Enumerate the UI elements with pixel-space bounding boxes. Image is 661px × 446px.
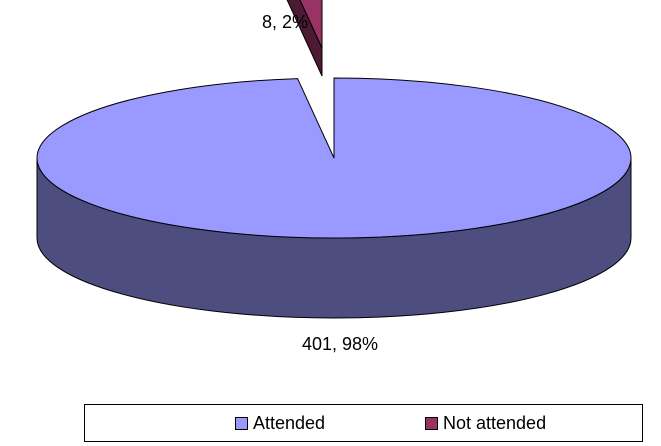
legend: Attended Not attended: [84, 404, 643, 442]
pie-chart: 401, 98% 8, 2%: [36, 0, 632, 354]
legend-swatch-not-attended: [425, 417, 438, 430]
data-label-attended: 401, 98%: [302, 334, 378, 354]
legend-label-attended: Attended: [253, 413, 326, 433]
legend-item-not-attended: Not attended: [425, 413, 546, 434]
legend-swatch-attended: [235, 417, 248, 430]
slice-top-attended: [36, 77, 632, 239]
legend-label-not-attended: Not attended: [443, 413, 547, 433]
data-label-not-attended: 8, 2%: [262, 12, 308, 32]
slice-top-not-attended: [299, 0, 323, 49]
slice-side-not-attended: [286, 0, 323, 77]
legend-item-attended: Attended: [235, 413, 325, 434]
pie-layer: [36, 0, 632, 319]
